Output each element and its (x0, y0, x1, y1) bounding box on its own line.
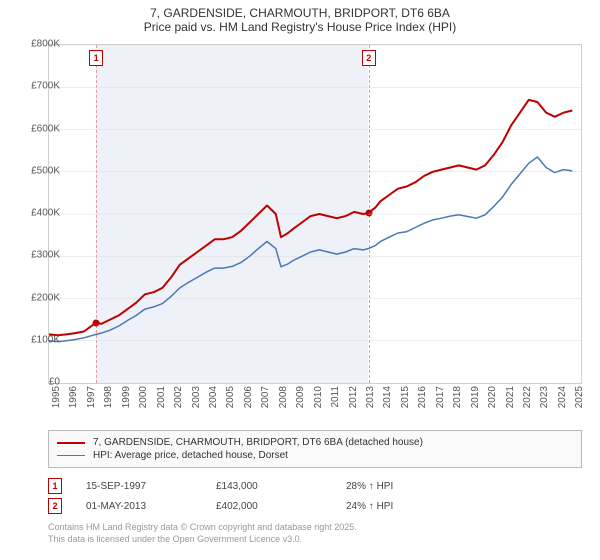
legend-item-price: 7, GARDENSIDE, CHARMOUTH, BRIDPORT, DT6 … (57, 437, 573, 448)
title-line-2: Price paid vs. HM Land Registry's House … (10, 20, 590, 34)
x-axis-label: 2006 (243, 386, 254, 420)
title-line-1: 7, GARDENSIDE, CHARMOUTH, BRIDPORT, DT6 … (10, 6, 590, 20)
sale-marker-1: 1 (48, 478, 62, 494)
x-axis-label: 2018 (452, 386, 463, 420)
legend-swatch-hpi (57, 455, 85, 456)
x-axis-label: 2024 (557, 386, 568, 420)
chart-sale-marker: 2 (362, 50, 376, 66)
x-axis-label: 2002 (173, 386, 184, 420)
x-axis-label: 2015 (400, 386, 411, 420)
sale-delta-1: 28% ↑ HPI (346, 481, 476, 492)
legend-swatch-price (57, 442, 85, 444)
x-axis-label: 2000 (138, 386, 149, 420)
x-axis-label: 2008 (278, 386, 289, 420)
sales-row-1: 1 15-SEP-1997 £143,000 28% ↑ HPI (48, 476, 582, 496)
x-axis-label: 2007 (260, 386, 271, 420)
price-chart (48, 44, 582, 384)
chart-title-block: 7, GARDENSIDE, CHARMOUTH, BRIDPORT, DT6 … (0, 0, 600, 36)
x-axis-label: 2017 (435, 386, 446, 420)
y-axis-label: £200K (20, 292, 60, 303)
x-axis-label: 2023 (539, 386, 550, 420)
sale-price-1: £143,000 (216, 481, 346, 492)
sale-price-2: £402,000 (216, 501, 346, 512)
x-axis-label: 2010 (313, 386, 324, 420)
x-axis-label: 2020 (487, 386, 498, 420)
y-axis-label: £700K (20, 81, 60, 92)
x-axis-label: 1995 (51, 386, 62, 420)
x-axis-label: 2003 (191, 386, 202, 420)
sale-delta-2: 24% ↑ HPI (346, 501, 476, 512)
sales-row-2: 2 01-MAY-2013 £402,000 24% ↑ HPI (48, 496, 582, 516)
x-axis-label: 1997 (86, 386, 97, 420)
x-axis-label: 2005 (225, 386, 236, 420)
x-axis-label: 2011 (330, 386, 341, 420)
sales-table: 1 15-SEP-1997 £143,000 28% ↑ HPI 2 01-MA… (48, 476, 582, 516)
legend-item-hpi: HPI: Average price, detached house, Dors… (57, 450, 573, 461)
x-axis-label: 2001 (156, 386, 167, 420)
x-axis-label: 2004 (208, 386, 219, 420)
footer-line-1: Contains HM Land Registry data © Crown c… (48, 522, 582, 534)
legend-label-price: 7, GARDENSIDE, CHARMOUTH, BRIDPORT, DT6 … (93, 437, 423, 448)
sale-date-1: 15-SEP-1997 (86, 481, 216, 492)
sale-marker-2: 2 (48, 498, 62, 514)
sale-date-2: 01-MAY-2013 (86, 501, 216, 512)
x-axis-label: 2021 (505, 386, 516, 420)
x-axis-label: 2013 (365, 386, 376, 420)
y-axis-label: £400K (20, 208, 60, 219)
x-axis-label: 2016 (417, 386, 428, 420)
x-axis-label: 2025 (574, 386, 585, 420)
x-axis-label: 1998 (103, 386, 114, 420)
y-axis-label: £100K (20, 334, 60, 345)
y-axis-label: £600K (20, 123, 60, 134)
y-axis-label: £300K (20, 250, 60, 261)
y-axis-label: £800K (20, 39, 60, 50)
x-axis-label: 2009 (295, 386, 306, 420)
y-axis-label: £500K (20, 165, 60, 176)
footer-line-2: This data is licensed under the Open Gov… (48, 534, 582, 546)
x-axis-label: 2019 (470, 386, 481, 420)
x-axis-label: 2014 (382, 386, 393, 420)
x-axis-label: 2012 (348, 386, 359, 420)
x-axis-label: 2022 (522, 386, 533, 420)
footer: Contains HM Land Registry data © Crown c… (48, 522, 582, 545)
legend-label-hpi: HPI: Average price, detached house, Dors… (93, 450, 288, 461)
x-axis-label: 1996 (68, 386, 79, 420)
legend: 7, GARDENSIDE, CHARMOUTH, BRIDPORT, DT6 … (48, 430, 582, 468)
chart-sale-marker: 1 (89, 50, 103, 66)
x-axis-label: 1999 (121, 386, 132, 420)
